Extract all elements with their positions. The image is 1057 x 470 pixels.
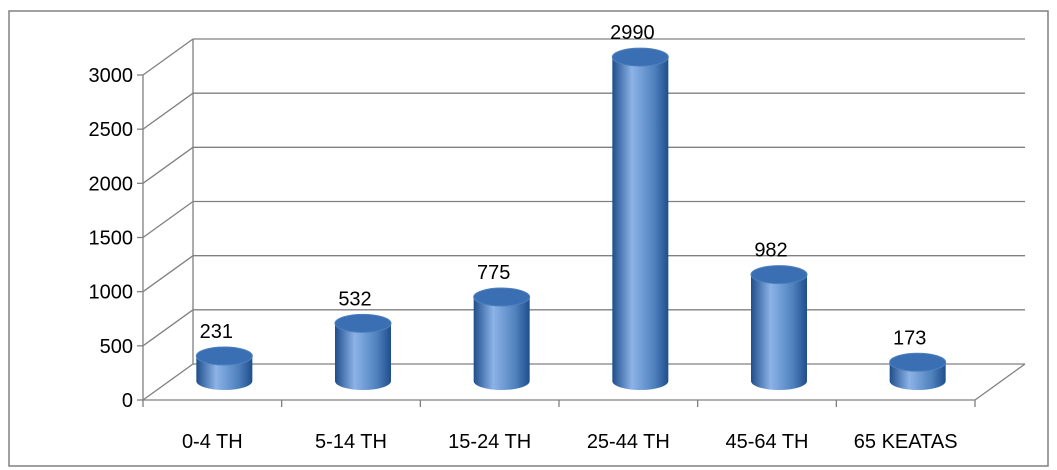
data-label-5: 173 <box>893 327 926 349</box>
bar-body <box>473 297 530 391</box>
gridline-side-0 <box>142 363 194 401</box>
bar-body <box>751 274 807 390</box>
y-tick-label-2000: 2000 <box>89 173 134 195</box>
bar-2 <box>473 287 531 391</box>
y-tick-label-2500: 2500 <box>89 119 134 141</box>
bar-4 <box>750 265 808 390</box>
gridline-side-1500 <box>142 200 194 239</box>
x-tick-label-2: 15-24 TH <box>448 431 531 453</box>
bars-layer <box>195 47 947 391</box>
gridline-side-3000 <box>142 38 194 76</box>
y-tick-label-1000: 1000 <box>89 282 134 304</box>
y-tick-label-1500: 1500 <box>89 228 134 250</box>
gridline-side-2000 <box>142 146 194 184</box>
data-label-2: 775 <box>477 262 510 284</box>
grid-layer <box>137 38 1026 407</box>
y-tick-label-500: 500 <box>100 336 133 358</box>
data-label-1: 532 <box>338 288 371 310</box>
x-tick-label-0: 0-4 TH <box>182 431 243 453</box>
bar-1 <box>334 313 392 390</box>
y-tick-label-0: 0 <box>122 390 133 412</box>
bar-top <box>195 346 253 366</box>
x-tick-label-4: 45-64 TH <box>725 431 808 453</box>
bar-top <box>611 47 669 67</box>
y-tick-label-3000: 3000 <box>89 65 134 87</box>
floor-right-edge <box>974 363 1026 401</box>
x-tick-label-5: 65 KEATAS <box>854 431 958 453</box>
data-label-4: 982 <box>754 240 787 262</box>
bar-top <box>334 313 392 333</box>
bar-top <box>750 265 808 285</box>
gridline-side-1000 <box>142 255 194 293</box>
bar-5 <box>889 352 947 390</box>
bar-body <box>612 57 669 390</box>
gridline-side-500 <box>142 309 194 347</box>
bar-body <box>196 355 253 390</box>
bar-body <box>335 323 391 390</box>
labels-layer: 0 500 1000 1500 2000 2500 3000 0-4 TH 5-14 TH 15-… <box>89 22 958 453</box>
chart-border <box>8 10 1049 467</box>
x-tick-label-3: 25-44 TH <box>587 431 670 453</box>
bar-0 <box>195 346 253 390</box>
data-label-3: 2990 <box>610 22 655 44</box>
bar-3 <box>611 47 669 390</box>
bar-top <box>473 287 531 307</box>
gridline-side-2500 <box>142 92 194 130</box>
data-label-0: 231 <box>200 321 233 343</box>
x-tick-label-1: 5-14 TH <box>315 431 387 453</box>
bar-top <box>889 352 947 372</box>
